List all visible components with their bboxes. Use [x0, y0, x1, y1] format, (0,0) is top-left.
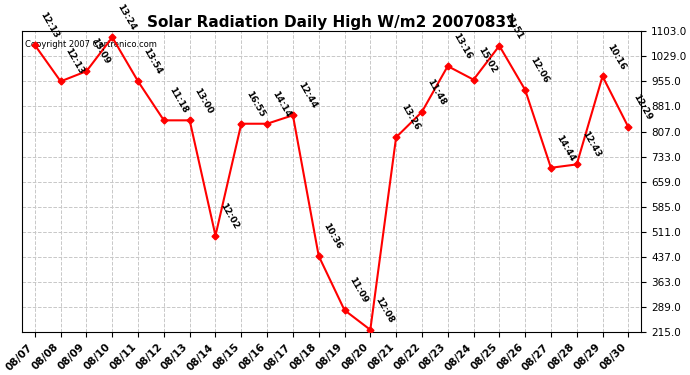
Text: 12:13: 12:13	[38, 11, 60, 40]
Text: 11:48: 11:48	[425, 77, 447, 107]
Text: 11:18: 11:18	[167, 86, 189, 115]
Text: 14:14: 14:14	[270, 89, 293, 118]
Text: 11:09: 11:09	[348, 276, 370, 305]
Text: 13:00: 13:00	[193, 86, 215, 115]
Text: 14:44: 14:44	[554, 133, 576, 163]
Text: 13:26: 13:26	[400, 103, 422, 132]
Text: 12:06: 12:06	[529, 56, 550, 85]
Text: 12:08: 12:08	[373, 296, 395, 325]
Text: 12:13: 12:13	[63, 47, 86, 76]
Text: 16:55: 16:55	[244, 89, 266, 118]
Text: Copyright 2007 Cartrenico.com: Copyright 2007 Cartrenico.com	[25, 40, 157, 49]
Text: 11:51: 11:51	[502, 11, 524, 41]
Text: 10:16: 10:16	[606, 42, 628, 71]
Text: 13:54: 13:54	[141, 47, 164, 76]
Title: Solar Radiation Daily High W/m2 20070831: Solar Radiation Daily High W/m2 20070831	[147, 15, 516, 30]
Text: 10:36: 10:36	[322, 222, 344, 251]
Text: 13:16: 13:16	[451, 32, 473, 61]
Text: 13:24: 13:24	[115, 3, 137, 32]
Text: 12:02: 12:02	[219, 201, 241, 231]
Text: 12:29: 12:29	[631, 93, 653, 122]
Text: 12:44: 12:44	[296, 81, 318, 110]
Text: 12:43: 12:43	[580, 130, 602, 159]
Text: 15:02: 15:02	[477, 45, 499, 75]
Text: 15:09: 15:09	[90, 37, 112, 66]
